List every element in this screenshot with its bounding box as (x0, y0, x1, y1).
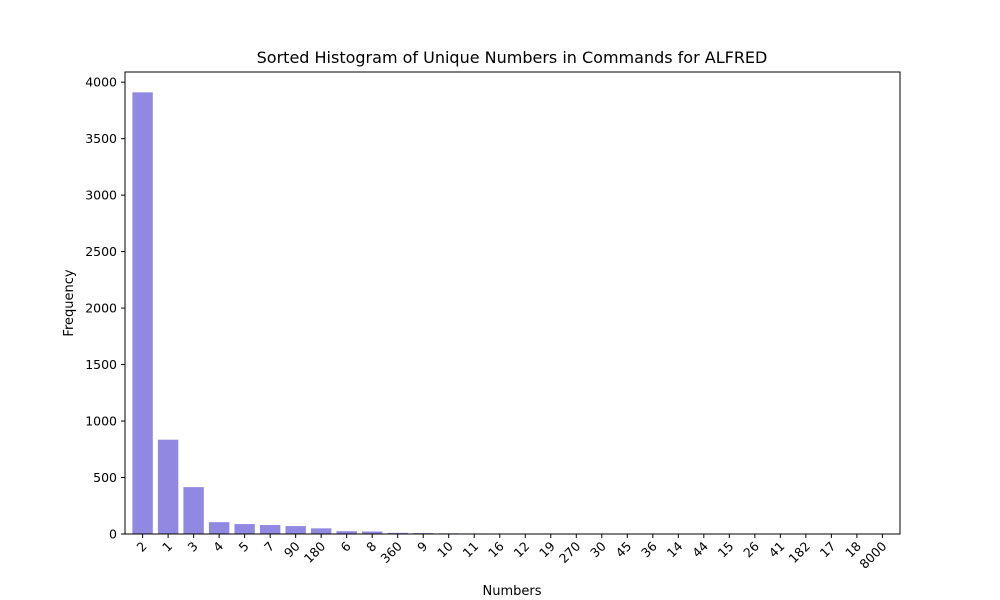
bar-3 (183, 487, 204, 534)
y-tick-label: 0 (109, 527, 117, 542)
bar-360 (387, 532, 408, 534)
x-tick-label: 44 (689, 538, 711, 560)
x-tick-label: 2 (133, 539, 149, 555)
bar-4 (208, 522, 230, 534)
x-tick-label: 12 (511, 539, 533, 561)
y-axis-label: Frequency (62, 269, 77, 336)
y-tick-label: 1500 (85, 357, 117, 372)
x-tick-label: 3 (185, 539, 201, 555)
y-axis-ticks: 0 500 1000 1500 2000 2500 3000 3500 4000 (85, 75, 125, 542)
x-tick-label: 41 (766, 539, 788, 561)
x-tick-label: 11 (460, 539, 482, 561)
x-tick-label: 16 (485, 538, 507, 560)
bar-180 (310, 528, 332, 534)
x-tick-label: 182 (786, 539, 813, 566)
bar-7 (259, 524, 281, 534)
bar-2 (132, 92, 153, 534)
x-tick-label: 8 (363, 538, 379, 554)
x-tick-label: 90 (281, 538, 303, 560)
plot-frame (124, 71, 901, 535)
y-tick-label: 4000 (85, 75, 117, 90)
x-tick-label: 14 (664, 538, 686, 560)
x-tick-label: 1 (159, 539, 175, 555)
x-tick-label: 36 (638, 538, 660, 560)
y-tick-label: 3500 (85, 131, 117, 146)
y-tick-label: 1000 (85, 414, 117, 429)
bar-6 (336, 531, 357, 534)
x-tick-label: 5 (236, 539, 252, 555)
x-axis-label: Numbers (483, 584, 542, 599)
x-tick-label: 45 (613, 539, 635, 561)
x-tick-label: 9 (414, 538, 430, 554)
x-tick-label: 17 (817, 539, 839, 561)
x-tick-label: 4 (210, 538, 226, 554)
x-tick-label: 360 (377, 538, 405, 566)
y-tick-label: 2500 (85, 244, 117, 259)
bar-1 (157, 439, 179, 534)
y-tick-label: 2000 (85, 301, 117, 316)
x-tick-label: 15 (715, 539, 737, 561)
x-tick-label: 19 (536, 538, 558, 560)
x-tick-label: 6 (338, 538, 354, 554)
chart-title: Sorted Histogram of Unique Numbers in Co… (257, 48, 768, 67)
x-tick-label: 10 (434, 538, 456, 560)
x-tick-label: 180 (301, 538, 329, 566)
bar-5 (234, 524, 255, 534)
x-tick-label: 26 (740, 538, 762, 560)
bar-90 (285, 526, 306, 534)
x-tick-label: 7 (261, 539, 277, 555)
bars-group (132, 92, 893, 534)
y-tick-label: 500 (93, 470, 117, 485)
y-tick-label: 3000 (85, 188, 117, 203)
bar-8 (361, 531, 383, 534)
x-tick-label: 270 (556, 538, 584, 566)
x-tick-label: 30 (587, 538, 609, 560)
x-tick-label: 8000 (856, 538, 889, 571)
